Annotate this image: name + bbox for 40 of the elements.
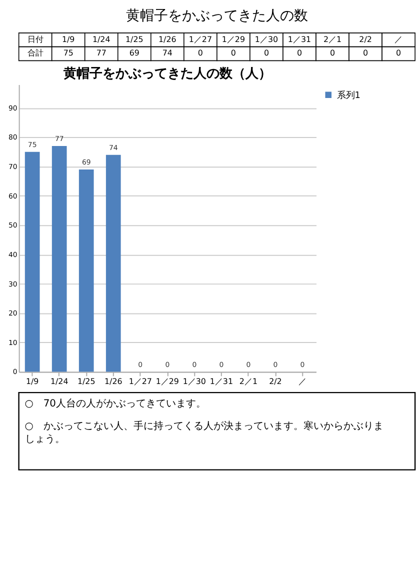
- category-label: 2/2: [359, 34, 372, 44]
- category-label: ／: [394, 34, 403, 44]
- x-tick-label: 2/2: [269, 377, 282, 386]
- legend-label: 系列1: [336, 90, 360, 101]
- text: ○ 70人台の人がかぶってきています。: [24, 397, 206, 410]
- text: ○ かぶってこない人、手に持ってくる人が決まっています。寒いからかぶりましょう。: [24, 420, 384, 446]
- x-tick-label: 1/25: [77, 377, 96, 386]
- x-tick-label: 1/24: [50, 377, 68, 386]
- category-label: 2／1: [323, 34, 342, 44]
- text: 0: [230, 48, 236, 58]
- category-label: 1/9: [62, 34, 75, 44]
- category-label: 1/25: [126, 34, 144, 44]
- category-label: 1/24: [92, 34, 110, 44]
- text: 74: [162, 48, 172, 58]
- category-label: 1／31: [288, 34, 312, 44]
- text: 黄帽子をかぶってきた人の数: [126, 8, 308, 24]
- text: 0: [396, 48, 402, 58]
- x-tick-label: 2／1: [239, 377, 258, 386]
- x-tick-label: ／: [298, 377, 306, 386]
- category-label: 1/26: [158, 34, 176, 44]
- x-tick-label: 1/26: [104, 377, 122, 386]
- x-tick-label: 1／29: [156, 377, 179, 386]
- chart-title: 黄帽子をかぶってきた人の数（人）: [62, 66, 272, 82]
- x-tick-label: 1／31: [210, 377, 233, 386]
- category-label: 1／29: [222, 34, 245, 44]
- text: 69: [129, 48, 140, 58]
- x-tick-label: 1／27: [128, 377, 152, 386]
- text: 77: [96, 48, 106, 58]
- x-tick-label: 1／30: [182, 377, 206, 386]
- text: 0: [198, 48, 203, 58]
- text: 合計: [27, 48, 44, 58]
- text: 75: [63, 48, 74, 58]
- text: 日付: [27, 34, 44, 44]
- text: 0: [330, 48, 336, 58]
- text: 0: [363, 48, 368, 58]
- category-label: 1／30: [254, 34, 278, 44]
- text: 0: [264, 48, 269, 58]
- x-tick-label: 1/9: [26, 377, 39, 386]
- category-label: 1／27: [188, 34, 212, 44]
- text: 0: [296, 48, 302, 58]
